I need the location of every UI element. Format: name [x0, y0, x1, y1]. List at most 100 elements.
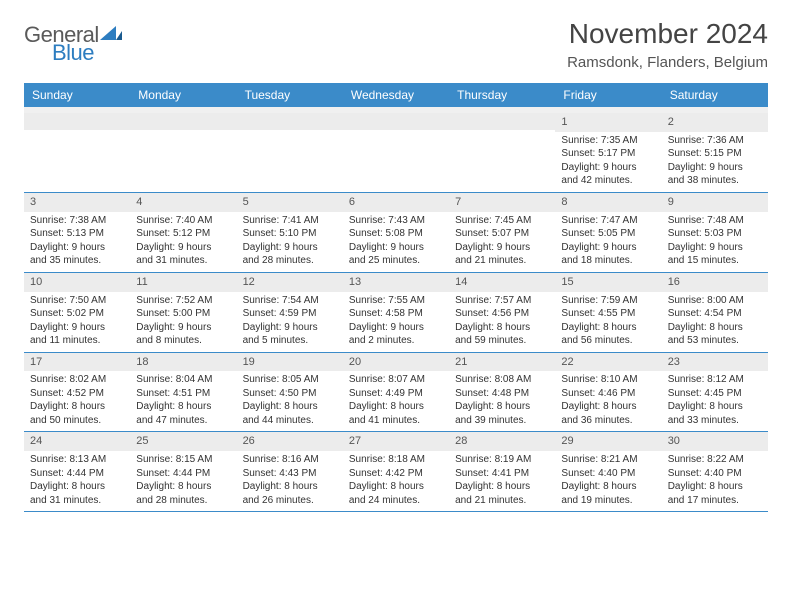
- sunrise-line: Sunrise: 8:22 AM: [668, 453, 762, 467]
- daylight-line: Daylight: 8 hours and 21 minutes.: [455, 480, 549, 507]
- calendar-header-row: SundayMondayTuesdayWednesdayThursdayFrid…: [24, 83, 768, 107]
- day-number: 10: [24, 273, 130, 292]
- day-number: 18: [130, 353, 236, 372]
- day-number: 5: [237, 193, 343, 212]
- weekday-header: Saturday: [662, 83, 768, 107]
- day-cell: 27Sunrise: 8:18 AMSunset: 4:42 PMDayligh…: [343, 432, 449, 511]
- day-content: Sunrise: 7:50 AMSunset: 5:02 PMDaylight:…: [24, 292, 130, 352]
- day-content: Sunrise: 7:45 AMSunset: 5:07 PMDaylight:…: [449, 212, 555, 272]
- daylight-line: Daylight: 8 hours and 33 minutes.: [668, 400, 762, 427]
- daylight-line: Daylight: 8 hours and 31 minutes.: [30, 480, 124, 507]
- day-content: Sunrise: 7:47 AMSunset: 5:05 PMDaylight:…: [555, 212, 661, 272]
- daylight-line: Daylight: 8 hours and 44 minutes.: [243, 400, 337, 427]
- day-cell: 11Sunrise: 7:52 AMSunset: 5:00 PMDayligh…: [130, 273, 236, 352]
- day-content: Sunrise: 8:19 AMSunset: 4:41 PMDaylight:…: [449, 451, 555, 511]
- day-number: 24: [24, 432, 130, 451]
- daylight-line: Daylight: 8 hours and 59 minutes.: [455, 321, 549, 348]
- weekday-header: Monday: [130, 83, 236, 107]
- sunrise-line: Sunrise: 8:21 AM: [561, 453, 655, 467]
- sunset-line: Sunset: 5:13 PM: [30, 227, 124, 241]
- day-content: Sunrise: 8:08 AMSunset: 4:48 PMDaylight:…: [449, 371, 555, 431]
- day-content: Sunrise: 7:36 AMSunset: 5:15 PMDaylight:…: [662, 132, 768, 192]
- day-cell: 6Sunrise: 7:43 AMSunset: 5:08 PMDaylight…: [343, 193, 449, 272]
- week-row: 17Sunrise: 8:02 AMSunset: 4:52 PMDayligh…: [24, 353, 768, 433]
- day-number: 17: [24, 353, 130, 372]
- day-cell: 18Sunrise: 8:04 AMSunset: 4:51 PMDayligh…: [130, 353, 236, 432]
- daylight-line: Daylight: 9 hours and 2 minutes.: [349, 321, 443, 348]
- day-number: 29: [555, 432, 661, 451]
- week-row: 10Sunrise: 7:50 AMSunset: 5:02 PMDayligh…: [24, 273, 768, 353]
- sunrise-line: Sunrise: 7:57 AM: [455, 294, 549, 308]
- sunset-line: Sunset: 4:50 PM: [243, 387, 337, 401]
- empty-day-cell: [343, 113, 449, 192]
- calendar-body: 1Sunrise: 7:35 AMSunset: 5:17 PMDaylight…: [24, 113, 768, 512]
- day-cell: 23Sunrise: 8:12 AMSunset: 4:45 PMDayligh…: [662, 353, 768, 432]
- title-block: November 2024 Ramsdonk, Flanders, Belgiu…: [567, 18, 768, 71]
- daylight-line: Daylight: 9 hours and 21 minutes.: [455, 241, 549, 268]
- day-number: 23: [662, 353, 768, 372]
- day-number: 21: [449, 353, 555, 372]
- sunrise-line: Sunrise: 8:15 AM: [136, 453, 230, 467]
- sunset-line: Sunset: 5:07 PM: [455, 227, 549, 241]
- empty-day-cell: [237, 113, 343, 192]
- day-cell: 15Sunrise: 7:59 AMSunset: 4:55 PMDayligh…: [555, 273, 661, 352]
- sunset-line: Sunset: 4:40 PM: [668, 467, 762, 481]
- day-content: Sunrise: 8:16 AMSunset: 4:43 PMDaylight:…: [237, 451, 343, 511]
- day-cell: 12Sunrise: 7:54 AMSunset: 4:59 PMDayligh…: [237, 273, 343, 352]
- empty-day-cell: [449, 113, 555, 192]
- day-cell: 5Sunrise: 7:41 AMSunset: 5:10 PMDaylight…: [237, 193, 343, 272]
- day-content: Sunrise: 8:10 AMSunset: 4:46 PMDaylight:…: [555, 371, 661, 431]
- daylight-line: Daylight: 9 hours and 31 minutes.: [136, 241, 230, 268]
- daylight-line: Daylight: 9 hours and 38 minutes.: [668, 161, 762, 188]
- day-number: 19: [237, 353, 343, 372]
- sunrise-line: Sunrise: 8:19 AM: [455, 453, 549, 467]
- weekday-header: Tuesday: [237, 83, 343, 107]
- day-cell: 10Sunrise: 7:50 AMSunset: 5:02 PMDayligh…: [24, 273, 130, 352]
- day-cell: 21Sunrise: 8:08 AMSunset: 4:48 PMDayligh…: [449, 353, 555, 432]
- day-cell: 28Sunrise: 8:19 AMSunset: 4:41 PMDayligh…: [449, 432, 555, 511]
- sunrise-line: Sunrise: 8:10 AM: [561, 373, 655, 387]
- day-content: Sunrise: 8:15 AMSunset: 4:44 PMDaylight:…: [130, 451, 236, 511]
- sunrise-line: Sunrise: 7:43 AM: [349, 214, 443, 228]
- sunrise-line: Sunrise: 7:50 AM: [30, 294, 124, 308]
- day-number: 6: [343, 193, 449, 212]
- day-cell: 29Sunrise: 8:21 AMSunset: 4:40 PMDayligh…: [555, 432, 661, 511]
- day-number: 27: [343, 432, 449, 451]
- day-cell: 7Sunrise: 7:45 AMSunset: 5:07 PMDaylight…: [449, 193, 555, 272]
- daylight-line: Daylight: 9 hours and 28 minutes.: [243, 241, 337, 268]
- day-cell: 25Sunrise: 8:15 AMSunset: 4:44 PMDayligh…: [130, 432, 236, 511]
- sunrise-line: Sunrise: 8:02 AM: [30, 373, 124, 387]
- day-content: Sunrise: 7:54 AMSunset: 4:59 PMDaylight:…: [237, 292, 343, 352]
- sunrise-line: Sunrise: 7:52 AM: [136, 294, 230, 308]
- sunrise-line: Sunrise: 7:35 AM: [561, 134, 655, 148]
- day-number: 20: [343, 353, 449, 372]
- daylight-line: Daylight: 8 hours and 39 minutes.: [455, 400, 549, 427]
- day-cell: 2Sunrise: 7:36 AMSunset: 5:15 PMDaylight…: [662, 113, 768, 192]
- weekday-header: Friday: [555, 83, 661, 107]
- day-content: Sunrise: 7:35 AMSunset: 5:17 PMDaylight:…: [555, 132, 661, 192]
- day-content: Sunrise: 8:04 AMSunset: 4:51 PMDaylight:…: [130, 371, 236, 431]
- sunrise-line: Sunrise: 7:54 AM: [243, 294, 337, 308]
- daylight-line: Daylight: 8 hours and 19 minutes.: [561, 480, 655, 507]
- sunset-line: Sunset: 4:51 PM: [136, 387, 230, 401]
- day-cell: 30Sunrise: 8:22 AMSunset: 4:40 PMDayligh…: [662, 432, 768, 511]
- day-content: Sunrise: 7:59 AMSunset: 4:55 PMDaylight:…: [555, 292, 661, 352]
- sunrise-line: Sunrise: 8:13 AM: [30, 453, 124, 467]
- day-number: 14: [449, 273, 555, 292]
- day-cell: 16Sunrise: 8:00 AMSunset: 4:54 PMDayligh…: [662, 273, 768, 352]
- sunset-line: Sunset: 5:00 PM: [136, 307, 230, 321]
- day-content: Sunrise: 8:13 AMSunset: 4:44 PMDaylight:…: [24, 451, 130, 511]
- sunset-line: Sunset: 4:46 PM: [561, 387, 655, 401]
- daylight-line: Daylight: 8 hours and 24 minutes.: [349, 480, 443, 507]
- sunrise-line: Sunrise: 7:48 AM: [668, 214, 762, 228]
- daylight-line: Daylight: 8 hours and 47 minutes.: [136, 400, 230, 427]
- sunrise-line: Sunrise: 8:16 AM: [243, 453, 337, 467]
- day-number: 25: [130, 432, 236, 451]
- day-number: 28: [449, 432, 555, 451]
- day-content: Sunrise: 8:00 AMSunset: 4:54 PMDaylight:…: [662, 292, 768, 352]
- day-cell: 26Sunrise: 8:16 AMSunset: 4:43 PMDayligh…: [237, 432, 343, 511]
- sunset-line: Sunset: 4:55 PM: [561, 307, 655, 321]
- sunset-line: Sunset: 4:49 PM: [349, 387, 443, 401]
- daylight-line: Daylight: 8 hours and 26 minutes.: [243, 480, 337, 507]
- week-row: 24Sunrise: 8:13 AMSunset: 4:44 PMDayligh…: [24, 432, 768, 512]
